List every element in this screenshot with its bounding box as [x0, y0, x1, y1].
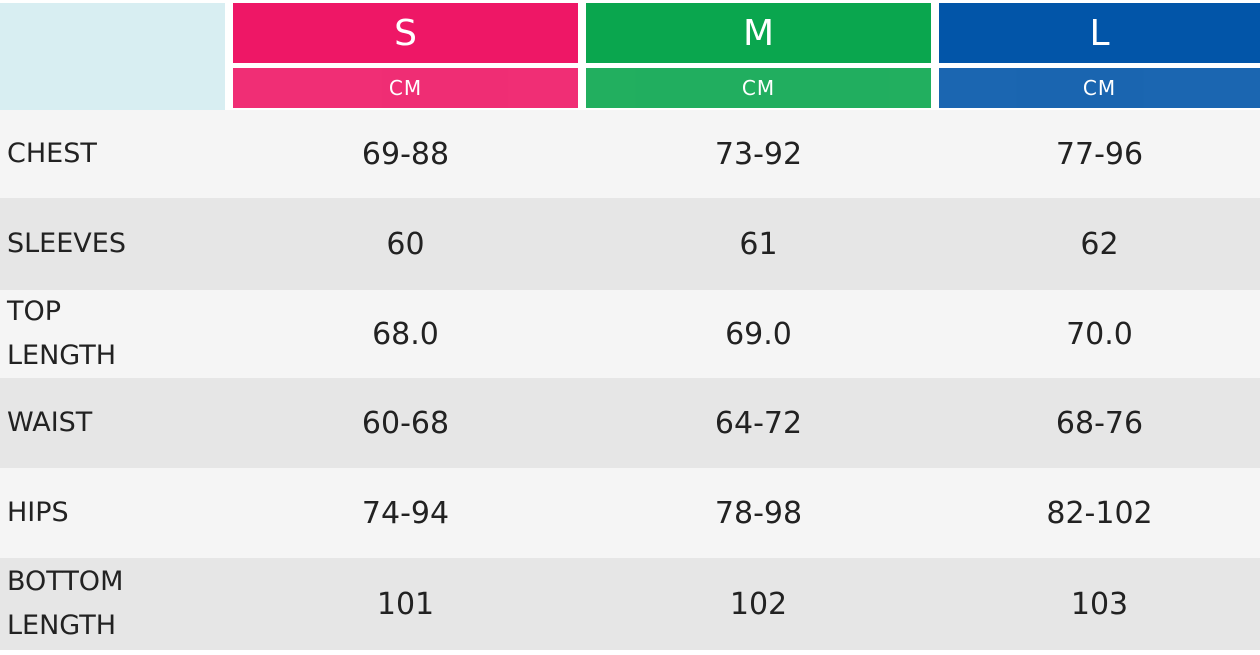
- size-header: L: [939, 3, 1260, 63]
- size-value: 103: [1070, 586, 1129, 622]
- size-value: 82-102: [1046, 495, 1153, 531]
- size-value: 64-72: [714, 405, 803, 441]
- row-background: [0, 110, 1260, 198]
- size-value: 101: [376, 586, 435, 622]
- size-value: 74-94: [361, 495, 450, 531]
- row-label: WAIST: [7, 407, 93, 438]
- row-background: [0, 290, 1260, 378]
- size-value: 78-98: [714, 495, 803, 531]
- corner-cell: [0, 3, 225, 110]
- size-value: 77-96: [1055, 136, 1144, 172]
- row-background: [0, 378, 1260, 468]
- size-value: 62: [1080, 226, 1119, 262]
- row-label: TOP LENGTH: [7, 296, 117, 371]
- unit-header: CM: [233, 68, 578, 108]
- size-value: 68.0: [372, 316, 439, 352]
- size-value: 102: [729, 586, 788, 622]
- row-background: [0, 198, 1260, 290]
- unit-header: CM: [586, 68, 931, 108]
- row-label: BOTTOM LENGTH: [7, 566, 124, 641]
- size-value: 69-88: [361, 136, 450, 172]
- unit-header: CM: [939, 68, 1260, 108]
- size-header: S: [233, 3, 578, 63]
- size-value: 61: [739, 226, 778, 262]
- row-background: [0, 468, 1260, 558]
- row-background: [0, 558, 1260, 650]
- size-value: 70.0: [1066, 316, 1133, 352]
- row-label: SLEEVES: [7, 228, 126, 259]
- size-value: 60-68: [361, 405, 450, 441]
- size-value: 68-76: [1055, 405, 1144, 441]
- size-value: 73-92: [714, 136, 803, 172]
- size-value: 60: [386, 226, 425, 262]
- size-header: M: [586, 3, 931, 63]
- row-label: HIPS: [7, 497, 69, 528]
- size-value: 69.0: [725, 316, 792, 352]
- row-label: CHEST: [7, 138, 97, 169]
